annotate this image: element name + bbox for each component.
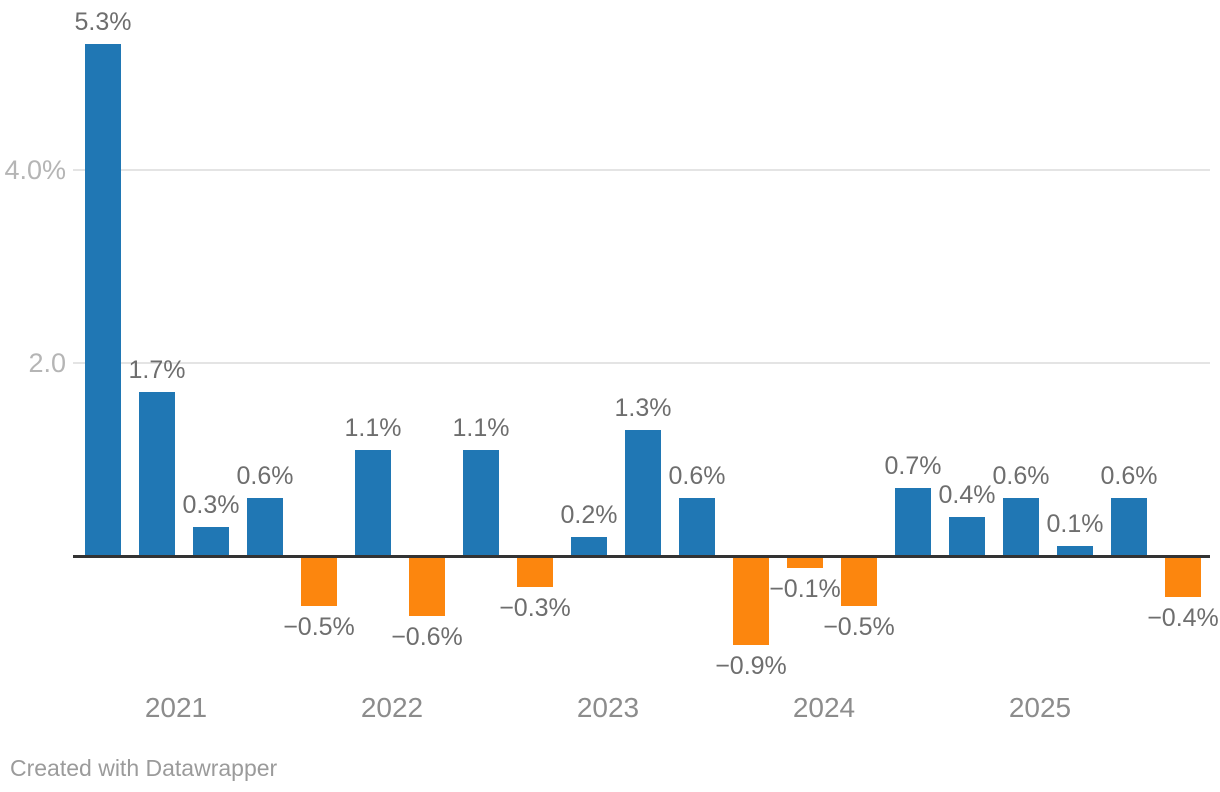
bar-value-label: 1.3%: [614, 394, 672, 422]
x-axis-year-label: 2021: [144, 692, 208, 723]
bar-value-label: −0.3%: [499, 594, 571, 622]
y-axis-tick-label: 2.0: [28, 348, 66, 378]
bar-value-label: 0.4%: [938, 481, 996, 509]
bar: [193, 527, 229, 556]
bar: [247, 498, 283, 556]
x-axis-baseline: [73, 555, 1210, 558]
bar-value-label: 0.6%: [992, 462, 1050, 490]
bar: [85, 44, 121, 556]
bar: [949, 517, 985, 556]
bar-value-label: 0.7%: [884, 452, 942, 480]
x-axis-year-label: 2022: [360, 692, 424, 723]
bar-value-label: 0.2%: [560, 501, 618, 529]
bar: [139, 392, 175, 556]
bar-value-label: −0.5%: [823, 613, 895, 641]
bar: [787, 558, 823, 568]
bar: [895, 488, 931, 556]
bar-value-label: 5.3%: [74, 8, 132, 36]
bar: [1057, 546, 1093, 556]
bar-value-label: 1.7%: [128, 356, 186, 384]
bar: [1165, 558, 1201, 597]
bar: [463, 450, 499, 556]
bar: [841, 558, 877, 606]
bar-value-label: −0.6%: [391, 623, 463, 651]
bar-value-label: 0.1%: [1046, 510, 1104, 538]
bar: [733, 558, 769, 645]
x-axis-year-label: 2024: [792, 692, 856, 723]
x-axis-year-label: 2023: [576, 692, 640, 723]
bar-value-label: 0.6%: [1100, 462, 1158, 490]
bar-value-label: −0.5%: [283, 613, 355, 641]
bar: [679, 498, 715, 556]
x-axis-year-label: 2025: [1008, 692, 1072, 723]
bar: [355, 450, 391, 556]
bar: [571, 537, 607, 556]
bar: [301, 558, 337, 606]
bar-value-label: 0.6%: [236, 462, 294, 490]
bar: [517, 558, 553, 587]
bar-value-label: 1.1%: [344, 414, 402, 442]
bar: [1111, 498, 1147, 556]
datawrapper-attribution: Created with Datawrapper: [10, 755, 278, 781]
bar-value-label: −0.4%: [1147, 604, 1219, 632]
bar: [1003, 498, 1039, 556]
bar: [625, 430, 661, 556]
bar-value-label: −0.9%: [715, 652, 787, 680]
bar-value-label: 0.3%: [182, 491, 240, 519]
y-gridline: [73, 169, 1210, 171]
bar: [409, 558, 445, 616]
bar-value-label: 0.6%: [668, 462, 726, 490]
bar-value-label: −0.1%: [769, 575, 841, 603]
bar-value-label: 1.1%: [452, 414, 510, 442]
y-axis-tick-label: 4.0%: [4, 155, 66, 185]
y-gridline: [73, 362, 1210, 364]
